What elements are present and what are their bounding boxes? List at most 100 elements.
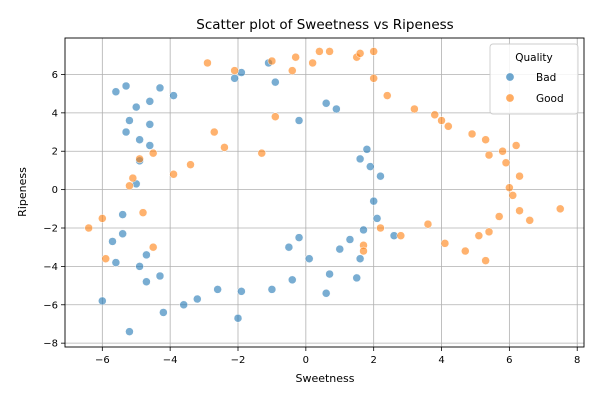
- scatter-point-bad: [145, 120, 155, 129]
- scatter-point-good: [291, 52, 300, 62]
- scatter-point-good: [220, 143, 229, 152]
- scatter-point-bad: [118, 229, 127, 239]
- x-tick-label: 6: [506, 355, 512, 366]
- scatter-point-good: [369, 47, 378, 56]
- scatter-point-bad: [121, 81, 131, 91]
- scatter-point-bad: [369, 196, 378, 206]
- scatter-point-bad: [294, 116, 304, 125]
- scatter-point-good: [308, 58, 317, 68]
- scatter-point-bad: [230, 74, 239, 83]
- scatter-point-bad: [135, 262, 144, 271]
- scatter-point-bad: [294, 233, 304, 242]
- scatter-point-bad: [111, 258, 121, 267]
- scatter-point-good: [423, 219, 433, 229]
- scatter-point-bad: [155, 83, 165, 93]
- scatter-point-bad: [321, 99, 331, 108]
- scatter-point-good: [138, 208, 148, 217]
- scatter-point-good: [257, 148, 266, 158]
- scatter-point-bad: [179, 300, 188, 310]
- scatter-point-bad: [213, 285, 222, 294]
- scatter-point-bad: [345, 235, 355, 244]
- scatter-point-bad: [284, 242, 294, 252]
- scatter-point-good: [515, 171, 524, 181]
- x-axis-ticks: −6 −4 −2 0 2 4 6 8: [95, 347, 580, 366]
- scatter-point-good: [501, 158, 511, 168]
- plot-points: [84, 47, 565, 336]
- scatter-point-good: [355, 49, 365, 58]
- scatter-point-bad: [355, 154, 365, 164]
- x-axis-label: Sweetness: [295, 372, 354, 385]
- scatter-point-good: [169, 170, 178, 179]
- y-axis-label: Ripeness: [16, 167, 29, 217]
- scatter-point-bad: [372, 214, 382, 223]
- scatter-point-bad: [325, 269, 334, 279]
- scatter-point-good: [396, 231, 406, 240]
- y-tick-label: 6: [52, 70, 58, 81]
- scatter-point-good: [230, 66, 239, 75]
- legend-label-bad: Bad: [536, 72, 556, 84]
- scatter-point-good: [315, 47, 324, 56]
- legend-marker-bad: [505, 72, 515, 82]
- scatter-point-bad: [155, 271, 165, 281]
- x-tick-label: −4: [163, 355, 178, 366]
- y-tick-label: −6: [43, 300, 58, 311]
- scatter-point-bad: [366, 162, 375, 171]
- scatter-point-bad: [159, 308, 168, 317]
- scatter-point-bad: [355, 254, 365, 263]
- scatter-point-good: [474, 231, 484, 240]
- scatter-point-good: [525, 216, 534, 225]
- x-tick-label: 2: [370, 355, 376, 366]
- scatter-point-good: [440, 239, 450, 248]
- scatter-point-good: [383, 91, 392, 100]
- x-tick-label: −2: [231, 355, 246, 366]
- plot-frame: [64, 37, 585, 348]
- scatter-point-bad: [321, 289, 331, 298]
- y-tick-label: −2: [43, 224, 58, 235]
- chart-title: Scatter plot of Sweetness vs Ripeness: [196, 17, 453, 33]
- scatter-point-good: [430, 110, 439, 120]
- scatter-point-good: [271, 112, 280, 121]
- scatter-point-good: [484, 150, 494, 160]
- legend-marker-good: [505, 93, 515, 103]
- scatter-point-good: [128, 173, 138, 183]
- scatter-point-bad: [335, 244, 345, 254]
- scatter-point-bad: [131, 102, 141, 112]
- scatter-point-good: [369, 74, 378, 83]
- scatter-point-good: [511, 141, 521, 150]
- scatter-point-bad: [121, 127, 131, 137]
- scatter-point-good: [515, 206, 524, 215]
- scatter-point-bad: [352, 273, 361, 283]
- scatter-point-good: [210, 127, 219, 137]
- scatter-point-bad: [125, 327, 134, 336]
- legend-label-good: Good: [536, 93, 564, 105]
- scatter-point-good: [376, 223, 385, 233]
- scatter-point-bad: [108, 237, 117, 246]
- scatter-point-good: [481, 256, 490, 265]
- scatter-point-good: [410, 104, 419, 114]
- scatter-point-bad: [142, 250, 151, 260]
- scatter-point-good: [494, 212, 504, 221]
- series-bad: [98, 58, 399, 336]
- scatter-point-bad: [267, 285, 277, 294]
- scatter-point-bad: [118, 210, 127, 219]
- y-tick-label: 4: [52, 108, 58, 119]
- y-tick-label: 0: [52, 185, 58, 196]
- scatter-point-good: [359, 246, 368, 256]
- scatter-point-bad: [362, 145, 372, 154]
- y-tick-label: −8: [43, 339, 58, 350]
- scatter-point-bad: [111, 87, 121, 96]
- x-tick-label: 4: [438, 355, 444, 366]
- y-axis-ticks: −8 −6 −4 −2 0 2 4 6: [43, 70, 65, 350]
- scatter-point-bad: [237, 287, 246, 296]
- scatter-point-good: [481, 135, 490, 144]
- y-tick-label: 2: [52, 147, 58, 158]
- scatter-point-good: [135, 154, 144, 164]
- scatter-point-good: [84, 223, 93, 233]
- scatter-point-bad: [233, 313, 243, 323]
- scatter-point-good: [444, 122, 453, 131]
- y-tick-label: −4: [43, 262, 58, 273]
- grid: [65, 38, 584, 347]
- scatter-point-good: [125, 181, 134, 191]
- scatter-point-good: [508, 191, 518, 200]
